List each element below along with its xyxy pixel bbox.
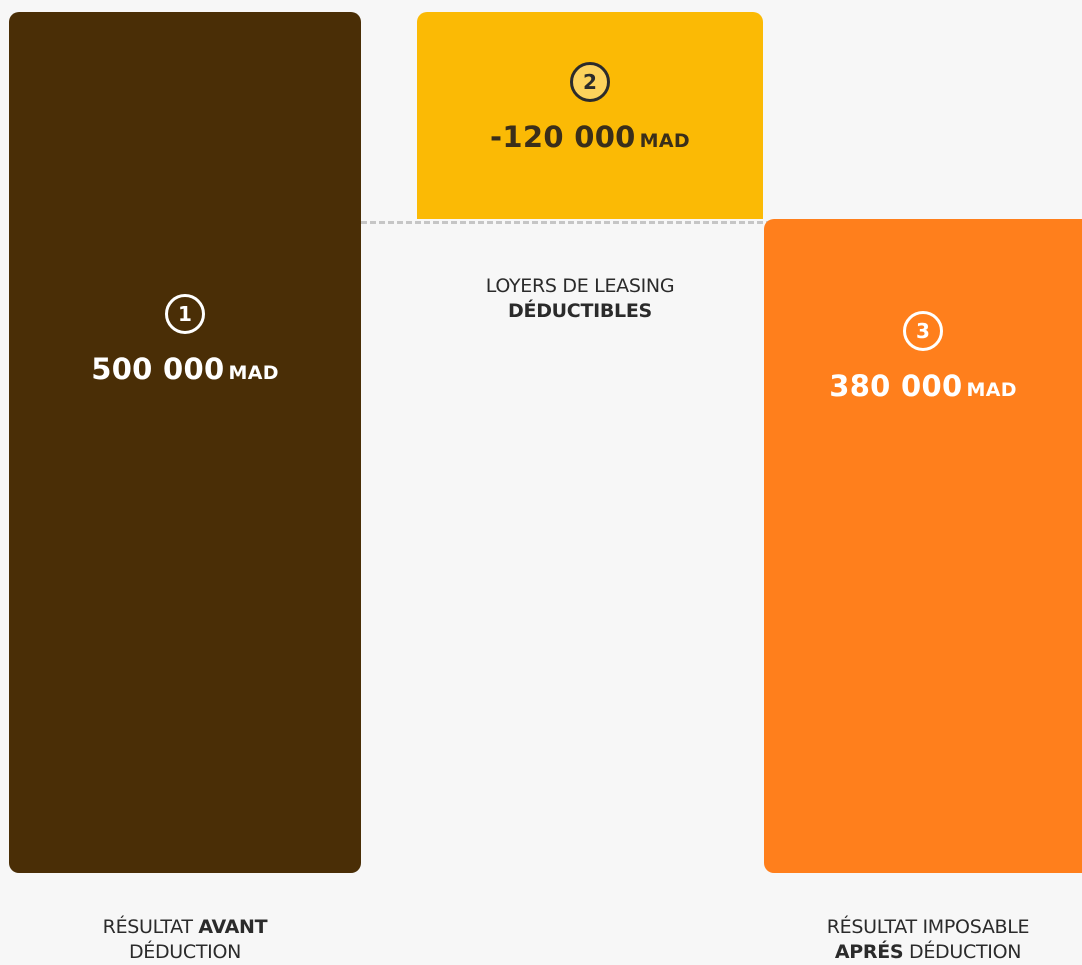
data-label-1-number: 500 000 bbox=[91, 352, 225, 386]
bar-taxable-content: 3 380 000 MAD bbox=[764, 310, 1082, 403]
bar-result-before-deduction: 1 500 000 MAD bbox=[9, 12, 361, 873]
step-badge-3: 3 bbox=[903, 310, 943, 351]
step-badge-2: 2 bbox=[570, 62, 610, 102]
category-label-1-bold: AVANT bbox=[198, 916, 268, 938]
category-label-3-post: DÉDUCTION bbox=[903, 941, 1022, 963]
data-label-2-unit: MAD bbox=[639, 130, 690, 152]
data-label-3-number: 380 000 bbox=[829, 368, 963, 403]
category-label-1: RÉSULTAT AVANT DÉDUCTION bbox=[9, 915, 361, 965]
step-badge-1: 1 bbox=[165, 294, 205, 334]
bar-result-before-content: 1 500 000 MAD bbox=[9, 294, 361, 386]
category-label-1-pre: RÉSULTAT bbox=[102, 916, 199, 938]
bar-leasing-deduction: 2 -120 000 MAD bbox=[417, 12, 763, 219]
bar-leasing-content: 2 -120 000 MAD bbox=[417, 62, 763, 154]
data-label-1: 500 000 MAD bbox=[9, 352, 361, 386]
category-label-2-pre: LOYERS DE LEASING bbox=[485, 275, 675, 297]
category-label-3: RÉSULTAT IMPOSABLE APRÉS DÉDUCTION bbox=[764, 915, 1082, 965]
category-label-2: LOYERS DE LEASING DÉDUCTIBLES bbox=[417, 274, 743, 324]
data-label-1-unit: MAD bbox=[228, 362, 279, 384]
category-label-2-bold: DÉDUCTIBLES bbox=[508, 300, 652, 322]
data-label-2-number: -120 000 bbox=[490, 120, 636, 154]
data-label-3-unit: MAD bbox=[966, 378, 1017, 401]
data-label-3: 380 000 MAD bbox=[764, 369, 1082, 403]
data-label-2: -120 000 MAD bbox=[417, 120, 763, 154]
bar-taxable-result-after: 3 380 000 MAD bbox=[764, 218, 1082, 873]
reference-dashed-line bbox=[361, 221, 961, 224]
category-label-3-pre: RÉSULTAT IMPOSABLE bbox=[826, 916, 1030, 938]
category-label-1-post: DÉDUCTION bbox=[128, 941, 242, 963]
category-label-3-bold: APRÉS bbox=[834, 941, 904, 963]
